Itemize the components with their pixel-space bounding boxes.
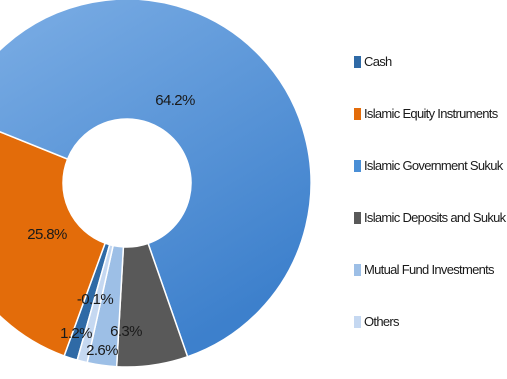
legend-label-islamic-equity-instruments: Islamic Equity Instruments xyxy=(364,106,498,121)
data-label-islamic-government-sukuk: 64.2% xyxy=(155,92,195,109)
legend-swatch-islamic-deposits-and-sukuk xyxy=(354,211,361,224)
slice-others xyxy=(76,243,115,364)
legend-swatch-islamic-government-sukuk xyxy=(354,159,361,172)
legend-item-islamic-government-sukuk: Islamic Government Sukuk xyxy=(354,158,503,173)
legend-item-others: Others xyxy=(354,314,400,329)
data-label-mutual-fund-investments: 2.6% xyxy=(86,342,118,359)
legend-label-cash: Cash xyxy=(364,54,392,69)
legend-swatch-mutual-fund-investments xyxy=(354,263,361,276)
legend-item-cash: Cash xyxy=(354,54,392,69)
legend-item-mutual-fund-investments: Mutual Fund Investments xyxy=(354,262,495,277)
data-label-islamic-equity-instruments: 25.8% xyxy=(27,226,67,243)
legend-item-islamic-deposits-and-sukuk: Islamic Deposits and Sukuk xyxy=(354,210,506,225)
legend-swatch-others xyxy=(354,315,361,328)
legend-item-islamic-equity-instruments: Islamic Equity Instruments xyxy=(354,106,498,121)
legend-label-others: Others xyxy=(364,314,400,329)
legend-swatch-islamic-equity-instruments xyxy=(354,107,361,120)
legend-label-islamic-government-sukuk: Islamic Government Sukuk xyxy=(364,158,503,173)
legend-swatch-cash xyxy=(354,55,361,68)
data-label-others: -0.1% xyxy=(77,291,113,308)
slice-islamic-government-sukuk xyxy=(0,0,312,358)
data-label-cash: 1.2% xyxy=(60,325,92,342)
legend-label-islamic-deposits-and-sukuk: Islamic Deposits and Sukuk xyxy=(364,210,506,225)
slice-islamic-equity-instruments xyxy=(0,131,107,357)
data-label-islamic-deposits-and-sukuk: 6.3% xyxy=(110,323,142,340)
legend-label-mutual-fund-investments: Mutual Fund Investments xyxy=(364,262,495,277)
